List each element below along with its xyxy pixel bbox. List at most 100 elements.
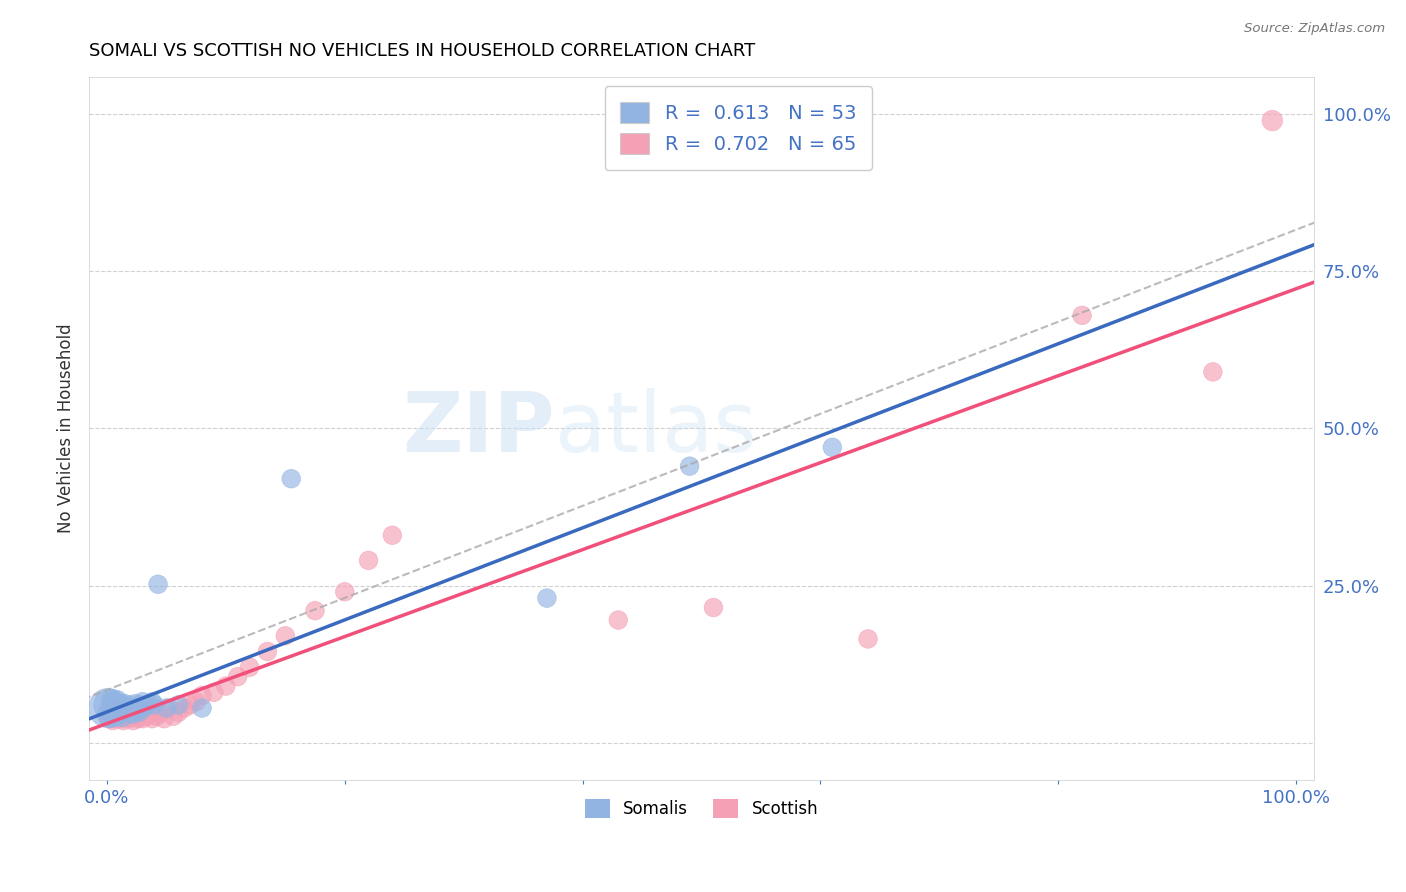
Point [280, 472, 302, 486]
Point [1261, 113, 1284, 128]
Point [173, 701, 195, 715]
Point [114, 703, 136, 717]
Point [105, 701, 128, 715]
Point [167, 698, 190, 712]
Point [103, 706, 125, 720]
Point [120, 703, 142, 717]
Point [1202, 365, 1225, 379]
Point [304, 604, 326, 618]
Point [108, 701, 131, 715]
Point [256, 644, 278, 658]
Point [121, 706, 143, 720]
Point [111, 710, 134, 724]
Point [115, 704, 138, 718]
Point [135, 699, 157, 714]
Point [125, 706, 148, 720]
Point [115, 709, 138, 723]
Point [100, 691, 122, 706]
Point [108, 712, 131, 726]
Point [121, 707, 143, 722]
Point [98, 707, 121, 722]
Point [138, 697, 160, 711]
Point [114, 697, 136, 711]
Text: ZIP: ZIP [402, 388, 554, 469]
Point [702, 600, 724, 615]
Point [105, 712, 128, 726]
Point [104, 703, 127, 717]
Point [856, 632, 879, 646]
Y-axis label: No Vehicles in Household: No Vehicles in Household [58, 324, 75, 533]
Point [333, 584, 356, 599]
Point [115, 706, 138, 720]
Point [107, 701, 129, 715]
Point [131, 706, 153, 720]
Point [103, 698, 125, 712]
Point [97, 710, 120, 724]
Point [146, 577, 169, 591]
Point [118, 698, 141, 712]
Point [162, 709, 184, 723]
Point [274, 629, 297, 643]
Point [107, 709, 129, 723]
Point [134, 701, 156, 715]
Point [1071, 309, 1094, 323]
Point [191, 701, 214, 715]
Point [179, 698, 201, 712]
Point [100, 701, 122, 715]
Point [110, 697, 132, 711]
Point [101, 704, 124, 718]
Point [143, 698, 166, 712]
Point [184, 695, 207, 709]
Point [202, 685, 225, 699]
Point [132, 701, 155, 715]
Point [103, 709, 125, 723]
Point [111, 706, 134, 720]
Point [100, 695, 122, 709]
Point [100, 704, 122, 718]
Point [536, 591, 558, 606]
Point [138, 706, 160, 720]
Point [146, 709, 169, 723]
Point [108, 699, 131, 714]
Point [821, 440, 844, 454]
Point [120, 709, 142, 723]
Point [124, 709, 146, 723]
Point [128, 703, 150, 717]
Point [239, 660, 262, 674]
Point [107, 706, 129, 720]
Point [226, 670, 249, 684]
Text: atlas: atlas [554, 388, 756, 469]
Point [215, 679, 238, 693]
Point [157, 701, 180, 715]
Point [122, 701, 145, 715]
Point [118, 703, 141, 717]
Point [117, 701, 139, 715]
Point [110, 706, 132, 720]
Point [131, 695, 153, 709]
Point [100, 707, 122, 722]
Point [112, 714, 135, 728]
Legend: Somalis, Scottish: Somalis, Scottish [578, 793, 825, 825]
Point [97, 701, 120, 715]
Point [143, 701, 166, 715]
Point [155, 701, 177, 715]
Point [115, 706, 138, 720]
Point [131, 712, 153, 726]
Text: Source: ZipAtlas.com: Source: ZipAtlas.com [1244, 22, 1385, 36]
Point [607, 613, 630, 627]
Point [122, 714, 145, 728]
Point [105, 699, 128, 714]
Point [127, 701, 149, 715]
Point [98, 698, 121, 712]
Point [381, 528, 404, 542]
Point [107, 707, 129, 722]
Point [112, 701, 135, 715]
Point [136, 709, 159, 723]
Point [105, 709, 128, 723]
Point [149, 706, 172, 720]
Point [141, 712, 163, 726]
Point [101, 714, 124, 728]
Point [101, 710, 124, 724]
Point [111, 703, 134, 717]
Point [104, 706, 127, 720]
